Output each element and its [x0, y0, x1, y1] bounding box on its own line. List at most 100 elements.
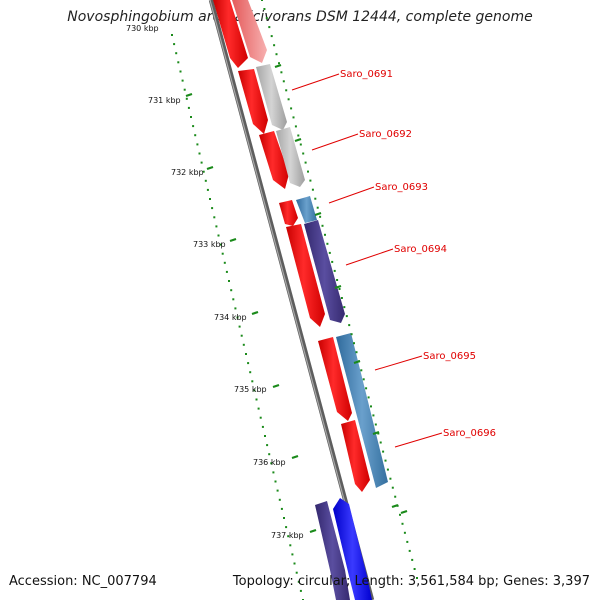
ruler-dot — [245, 353, 247, 355]
ruler-tick — [314, 211, 322, 217]
ruler-dot — [264, 435, 266, 437]
ruler-dot — [285, 526, 288, 529]
gene-block[interactable] — [259, 131, 289, 189]
ruler-dot — [302, 152, 305, 155]
ruler-dot — [251, 380, 254, 383]
scale-label: 737 kbp — [271, 531, 304, 540]
gene-label[interactable]: Saro_0696 — [443, 428, 496, 439]
ruler-tick — [229, 237, 237, 243]
ruler-dot — [316, 206, 319, 209]
ruler-dot — [234, 307, 237, 310]
genome-title: Novosphingobium aromaticivorans DSM 1244… — [67, 9, 533, 25]
ruler-dot — [319, 215, 322, 218]
ruler-dot — [295, 571, 298, 574]
gene-track-outer — [232, 0, 388, 600]
ruler-dot — [340, 297, 343, 299]
gene-block[interactable] — [318, 337, 352, 421]
gene-label-leader — [394, 432, 443, 448]
gene-block[interactable] — [256, 64, 287, 130]
gene-label[interactable]: Saro_0693 — [375, 182, 428, 193]
ruler-dot — [228, 280, 230, 282]
gene-block[interactable] — [232, 0, 267, 63]
ruler-dot — [280, 507, 283, 510]
ruler-dot — [221, 252, 224, 255]
gene-block[interactable] — [286, 224, 325, 327]
gene-block[interactable] — [238, 69, 268, 134]
ruler-dot — [171, 34, 173, 36]
gene-block[interactable] — [315, 501, 350, 600]
ruler-dot — [309, 179, 312, 182]
scale-label: 734 kbp — [214, 313, 247, 322]
ruler-dot — [311, 188, 314, 191]
ruler-dot — [179, 70, 182, 73]
ruler-dot — [401, 522, 404, 525]
ruler-dot — [209, 198, 211, 200]
ruler-dot — [307, 170, 309, 173]
ruler-dot — [219, 243, 222, 246]
ruler-tick — [309, 528, 317, 534]
ruler-dot — [247, 362, 250, 365]
ruler-dot — [403, 531, 406, 534]
gene-label[interactable]: Saro_0691 — [340, 69, 393, 80]
ruler-tick — [291, 454, 299, 460]
scale-label: 733 kbp — [193, 240, 226, 249]
scale-ruler — [171, 0, 418, 600]
gene-block[interactable] — [279, 200, 298, 226]
ruler-dot — [355, 351, 358, 354]
gene-block[interactable] — [304, 220, 345, 323]
gene-block[interactable] — [213, 0, 248, 68]
ruler-dot — [290, 107, 293, 110]
ruler-dot — [350, 333, 353, 336]
ruler-dot — [389, 477, 392, 480]
ruler-dot — [266, 444, 269, 447]
ruler-tick — [391, 503, 399, 509]
ruler-dot — [213, 216, 216, 219]
ruler-dot — [294, 125, 297, 128]
gene-label-leader — [291, 73, 340, 91]
ruler-dot — [292, 116, 295, 119]
ruler-dot — [217, 234, 220, 237]
ruler-dot — [240, 334, 243, 337]
ruler-dot — [297, 134, 300, 137]
gene-block[interactable] — [336, 333, 388, 488]
ruler-dot — [370, 405, 372, 408]
ruler-dot — [372, 414, 375, 417]
gene-label[interactable]: Saro_0694 — [394, 244, 447, 255]
ruler-dot — [399, 513, 401, 516]
scale-labels: 730 kbp 731 kbp 732 kbp 733 kbp 734 kbp … — [126, 24, 304, 540]
ruler-dot — [259, 416, 262, 419]
ruler-tick — [251, 310, 259, 316]
gene-label[interactable]: Saro_0695 — [423, 351, 476, 362]
ruler-dot — [345, 315, 348, 318]
ruler-dot — [274, 480, 277, 483]
ruler-dot — [187, 106, 190, 109]
ruler-dot — [265, 17, 268, 20]
ruler-dot — [391, 486, 394, 489]
ruler-dot — [232, 298, 235, 301]
ruler-tick — [372, 430, 380, 436]
gene-label[interactable]: Saro_0692 — [359, 129, 412, 140]
gene-labels — [291, 73, 443, 448]
ruler-dot — [183, 88, 186, 91]
ruler-dot — [374, 423, 377, 426]
gene-block[interactable] — [296, 196, 317, 223]
gene-block[interactable] — [341, 420, 370, 492]
ruler-dot — [270, 462, 273, 465]
gene-block[interactable] — [333, 498, 372, 600]
scale-label: 730 kbp — [126, 24, 159, 33]
gene-label-leader — [311, 133, 359, 151]
ruler-dot — [194, 134, 197, 137]
ruler-dot — [190, 116, 192, 118]
gene-block[interactable] — [276, 127, 305, 187]
ruler-dot — [181, 79, 184, 82]
ruler-tick — [185, 92, 193, 98]
ruler-dot — [299, 143, 302, 146]
ruler-dot — [287, 535, 290, 538]
ruler-dot — [365, 387, 368, 390]
ruler-tick — [353, 359, 361, 365]
ruler-dot — [413, 568, 416, 570]
ruler-dot — [242, 343, 245, 346]
ruler-tick — [294, 137, 302, 143]
